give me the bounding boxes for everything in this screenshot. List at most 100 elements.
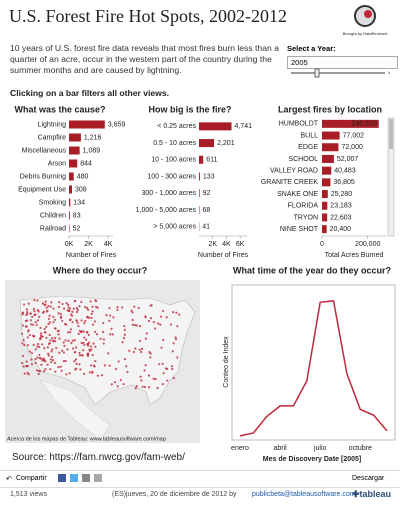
share-button[interactable]: Compartir	[16, 475, 47, 482]
fire-point	[96, 374, 99, 377]
fire-point	[46, 346, 49, 349]
fire-point	[36, 345, 39, 348]
fire-point	[39, 332, 43, 335]
fire-point	[47, 305, 50, 308]
chart-title: What time of the year do they occur?	[233, 265, 391, 275]
fire-point	[30, 323, 33, 326]
fire-point	[102, 321, 105, 325]
chart-title: Where do they occur?	[53, 265, 148, 275]
fire-point	[80, 319, 83, 322]
fire-point	[38, 315, 41, 319]
fire-point	[55, 346, 58, 350]
map-fire-points	[20, 298, 181, 390]
fire-point	[26, 344, 29, 347]
bar	[69, 120, 105, 129]
category-label: 1,000 - 5,000 acres	[136, 207, 197, 214]
fire-point	[89, 345, 93, 348]
fire-point	[21, 313, 24, 316]
year-slider-handle[interactable]	[314, 68, 320, 78]
value-label: 4,741	[235, 123, 253, 130]
fire-point	[145, 332, 148, 335]
fire-point	[45, 336, 48, 339]
tableau-logo[interactable]: ✚tableau	[352, 489, 392, 499]
fire-point	[88, 349, 92, 352]
fire-point	[51, 348, 54, 351]
year-slider-step[interactable]: ›	[388, 71, 390, 77]
fire-point	[27, 330, 30, 333]
value-label: 52	[73, 225, 81, 232]
value-label: 308	[75, 186, 87, 193]
value-label: 480	[77, 173, 89, 180]
fire-point	[87, 341, 91, 344]
fire-point	[83, 372, 86, 375]
fire-point	[171, 350, 174, 353]
fire-point	[54, 370, 57, 373]
download-button[interactable]: Descargar	[352, 475, 385, 482]
logo-dot	[364, 10, 372, 18]
fire-point	[43, 327, 46, 331]
fire-point	[33, 310, 36, 313]
fire-point	[73, 339, 76, 342]
fire-point	[64, 322, 67, 326]
fire-point	[62, 307, 66, 310]
value-label: 22,603	[330, 214, 352, 221]
fire-point	[43, 303, 46, 307]
bar	[322, 154, 334, 163]
fire-point	[21, 324, 24, 327]
category-label: TRYON	[294, 214, 318, 221]
fire-point	[102, 330, 105, 334]
fire-point	[85, 306, 89, 310]
fire-point	[90, 312, 93, 315]
fire-point	[149, 352, 152, 355]
fire-point	[90, 316, 93, 319]
fire-point	[61, 349, 64, 352]
fire-point	[58, 351, 61, 354]
fire-point	[32, 334, 35, 337]
fire-point	[107, 352, 110, 355]
fire-point	[46, 352, 50, 355]
fire-point	[38, 345, 41, 349]
fire-point	[28, 350, 31, 353]
category-label: GRANITE CREEK	[261, 179, 319, 186]
fire-point	[61, 302, 64, 306]
year-dropdown[interactable]: 2005	[287, 56, 398, 69]
value-label: 83	[73, 212, 81, 219]
fire-point	[78, 354, 82, 357]
embed-icon[interactable]	[94, 474, 102, 482]
fire-point	[23, 372, 26, 375]
category-label: VALLEY ROAD	[270, 167, 318, 174]
fire-point	[74, 368, 77, 371]
author-email[interactable]: publicbeta@tableausoftware.com	[252, 491, 356, 498]
fire-point	[86, 352, 90, 355]
y-axis-label: Conteo de Index	[223, 336, 230, 388]
fire-point	[70, 314, 74, 317]
fire-point	[73, 350, 77, 354]
x-tick-label: 4K	[222, 241, 231, 248]
fire-point	[92, 342, 95, 345]
scrollbar-thumb[interactable]	[389, 119, 393, 149]
scrollbar[interactable]	[387, 117, 395, 237]
fire-point	[147, 319, 151, 323]
fire-point	[94, 359, 97, 363]
facebook-icon[interactable]	[58, 474, 66, 482]
fire-point	[132, 350, 135, 354]
fire-point	[37, 310, 40, 313]
fire-point	[133, 305, 136, 308]
fire-point	[35, 323, 38, 326]
fire-point	[23, 343, 26, 347]
x-tick-label: 4K	[104, 241, 113, 248]
fire-point	[48, 321, 51, 324]
email-icon[interactable]	[82, 474, 90, 482]
fire-point	[78, 351, 81, 355]
fire-point	[50, 301, 53, 304]
fire-point	[48, 342, 51, 345]
fire-point	[138, 339, 141, 342]
twitter-icon[interactable]	[70, 474, 78, 482]
logo-caption: Brought by DataRemixed	[343, 31, 388, 36]
fire-point	[25, 313, 28, 317]
fire-point	[45, 325, 48, 328]
fire-point	[24, 325, 27, 328]
fire-point	[62, 351, 66, 354]
fire-point	[94, 300, 98, 303]
share-icon[interactable]: ↶	[6, 476, 12, 483]
